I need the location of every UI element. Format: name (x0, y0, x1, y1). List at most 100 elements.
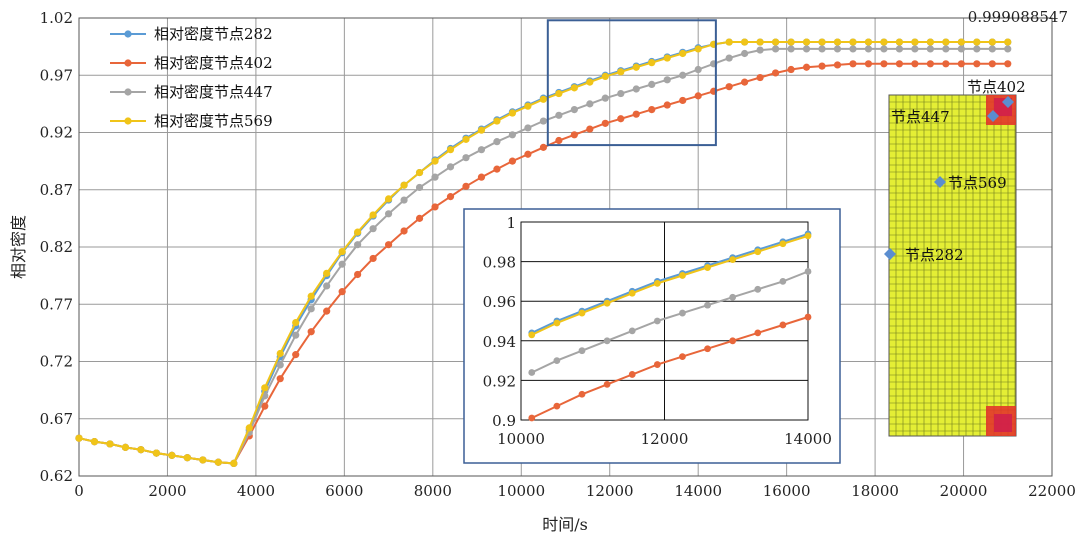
data-point (864, 38, 873, 46)
data-point (802, 38, 811, 46)
data-point (849, 45, 857, 53)
data-point (307, 305, 315, 313)
y-axis-title: 相对密度 (9, 215, 28, 279)
data-point (725, 38, 733, 46)
inset-data-point (653, 317, 661, 325)
data-point (1004, 60, 1012, 68)
inset-data-point (779, 278, 787, 285)
data-point (926, 38, 934, 46)
data-point (524, 124, 532, 132)
x-tick-label: 20000 (940, 482, 988, 500)
data-point (338, 247, 346, 256)
data-point (632, 63, 640, 71)
legend-swatch-marker (124, 117, 132, 125)
data-point (106, 440, 114, 448)
data-point (787, 38, 795, 46)
data-point (725, 83, 733, 91)
data-point (137, 446, 145, 454)
data-point (75, 434, 83, 442)
data-point (307, 292, 315, 300)
data-point (431, 157, 439, 165)
x-tick-label: 18000 (851, 482, 899, 500)
data-point (942, 60, 950, 68)
data-point (508, 157, 517, 165)
data-point (973, 38, 981, 46)
data-point (323, 307, 331, 315)
data-point (477, 146, 486, 154)
inset-series-line (531, 270, 809, 374)
data-point (555, 89, 563, 98)
data-point (880, 60, 888, 68)
data-point (307, 328, 315, 336)
data-point (400, 227, 408, 235)
plot-frame (78, 17, 1053, 477)
y-tick-label: 0.62 (40, 467, 73, 485)
y-tick-label: 0.67 (40, 410, 73, 428)
data-point (384, 195, 393, 203)
legend-item: 相对密度节点447 (110, 83, 273, 101)
inset-data-point (578, 390, 586, 398)
data-point (183, 454, 191, 462)
data-point (570, 106, 578, 114)
inset-data-point (729, 337, 737, 345)
data-point (493, 165, 501, 173)
data-point (679, 71, 687, 79)
data-point (431, 203, 439, 211)
inset-x-tick-label: 10000 (497, 430, 545, 448)
data-point (415, 168, 424, 177)
data-point (369, 225, 377, 233)
data-point (895, 45, 904, 53)
series-layer (75, 38, 1012, 468)
inset-data-point (603, 299, 611, 307)
series-4 (75, 38, 1012, 468)
data-point (586, 78, 594, 86)
inset-data-point (804, 232, 812, 240)
inset-data-point (704, 264, 711, 271)
node-447-marker (987, 110, 999, 122)
y-tick-label: 0.92 (40, 124, 73, 142)
x-tick-label: 12000 (586, 482, 634, 500)
inset-data-point (553, 402, 561, 410)
data-point (694, 92, 702, 100)
inset-data-point (528, 369, 536, 376)
inset-data-point (704, 301, 711, 309)
data-point (369, 254, 377, 263)
legend-label: 相对密度节点282 (154, 25, 273, 43)
data-point (756, 38, 764, 46)
data-point (1004, 38, 1012, 46)
inset-data-point (603, 380, 611, 388)
data-point (787, 45, 795, 53)
x-axis-ticks: 0 2000 4000 6000 8000 10000 12000 14000 16000 180… (74, 482, 1076, 500)
inset-data-point (754, 285, 762, 293)
inset-x-ticks: 10000 12000 14000 (497, 430, 832, 448)
inset-series-line (531, 232, 809, 334)
data-point (802, 63, 811, 71)
inset-data-point (779, 321, 787, 329)
data-point (261, 384, 269, 392)
data-point (663, 54, 671, 62)
inset-series-2 (528, 313, 812, 422)
data-point (926, 60, 934, 68)
inset-data-point (729, 293, 737, 301)
data-point (90, 438, 99, 446)
inset-data-point (729, 256, 737, 264)
data-point (601, 72, 609, 80)
data-point (942, 45, 950, 53)
data-point (926, 45, 934, 53)
legend-item: 相对密度节点282 (110, 25, 273, 43)
x-tick-label: 4000 (237, 482, 275, 500)
inset-y-tick-label: 0.9 (492, 412, 516, 430)
mesh-hot-bottom-core (994, 414, 1012, 432)
data-point (400, 196, 408, 204)
data-point (818, 38, 826, 46)
data-point (555, 111, 563, 119)
peak-value-annotation: 0.999088547 (968, 8, 1068, 26)
data-point (323, 269, 331, 277)
data-point (493, 138, 501, 146)
y-tick-label: 1.02 (40, 9, 73, 27)
x-tick-label: 0 (74, 482, 84, 500)
inset-grid-lines (520, 221, 809, 421)
data-point (833, 38, 842, 46)
data-point (214, 458, 222, 466)
